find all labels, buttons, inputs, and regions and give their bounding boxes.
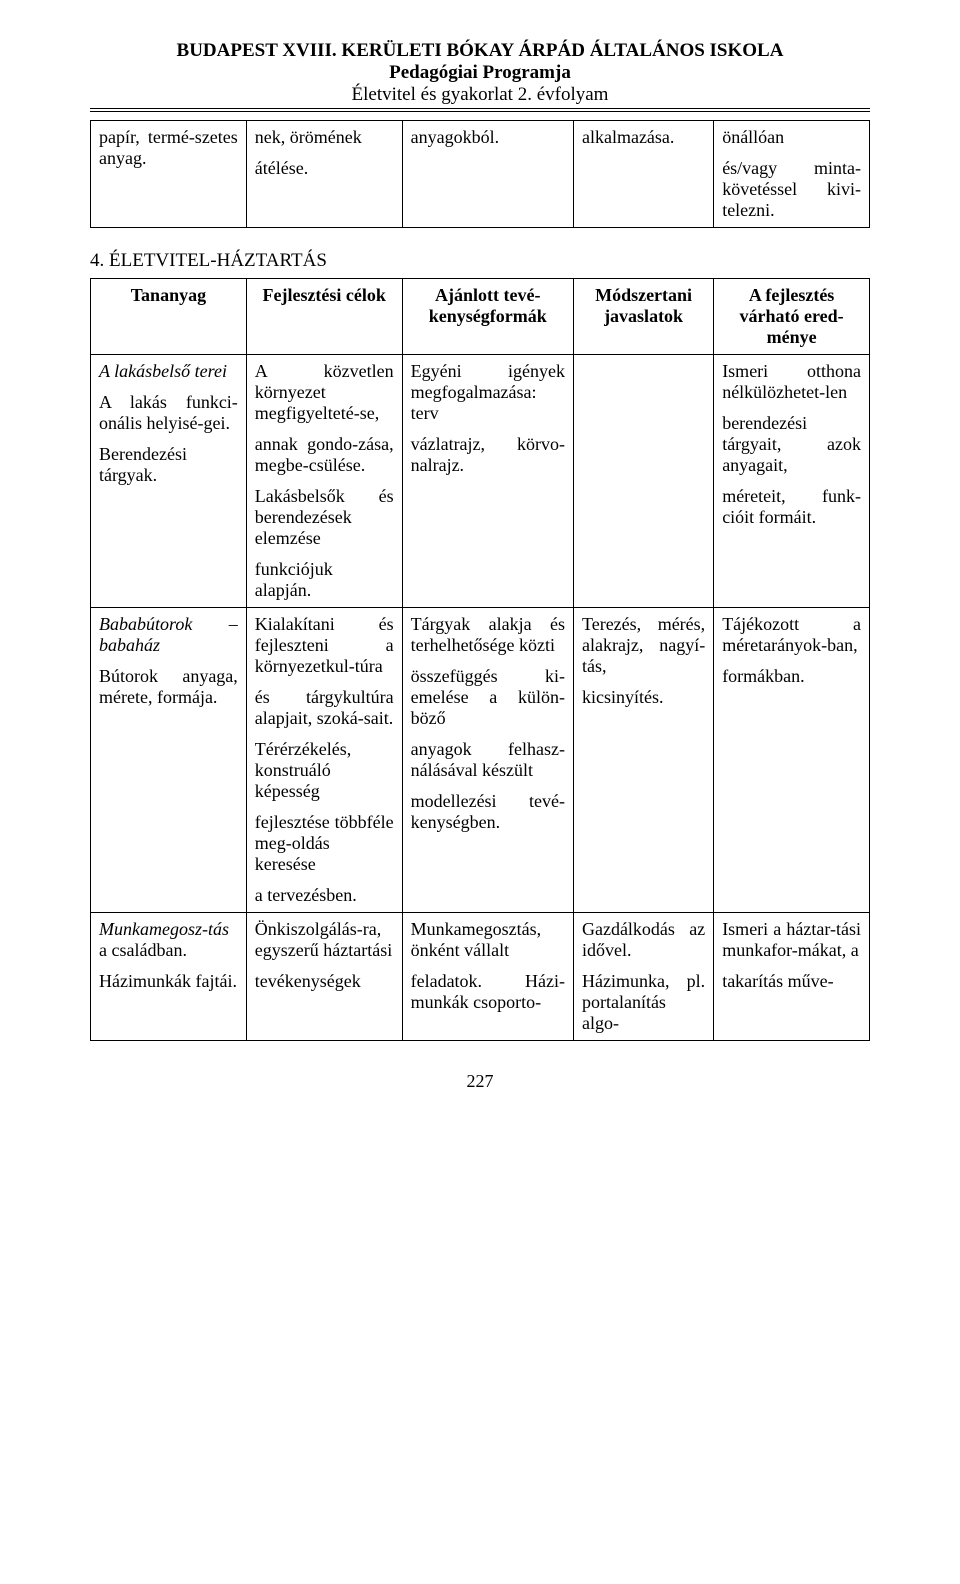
table-row: A lakásbelső terei A lakás funkci-onális…	[91, 355, 870, 608]
cell-text: modellezési tevé-kenységben.	[411, 791, 565, 833]
cell-text: Ismeri otthona nélkülözhetet-len	[722, 361, 861, 403]
cell: anyagokból.	[402, 121, 573, 228]
cell-text: Gazdálkodás az idővel.	[582, 919, 705, 961]
cell: Ismeri otthona nélkülözhetet-len berende…	[714, 355, 870, 608]
cell: A lakásbelső terei A lakás funkci-onális…	[91, 355, 247, 608]
cell-text: Tárgyak alakja és terhelhetősége közti	[411, 614, 565, 656]
cell: Önkiszolgálás-ra, egyszerű háztartási te…	[246, 913, 402, 1041]
table-row: Bababútorok – babaház Bútorok anyaga, mé…	[91, 608, 870, 913]
cell-text: átélése.	[255, 158, 394, 179]
cell-text: Tájékozott a méretarányok-ban,	[722, 614, 861, 656]
page-number: 227	[90, 1071, 870, 1092]
cell-text: fejlesztése többféle meg-oldás keresése	[255, 812, 394, 875]
cell-text: önállóan	[722, 127, 861, 148]
cell-text: A lakásbelső terei	[99, 361, 238, 382]
cell: Munkamegosz-tás a családban. Házimunkák …	[91, 913, 247, 1041]
col-header-tananyag: Tananyag	[91, 279, 247, 355]
cell-text: Térérzékelés, konstruáló képesség	[255, 739, 394, 802]
cell-text: Egyéni igények megfogalmazása: terv	[411, 361, 565, 424]
table-main: Tananyag Fejlesztési célok Ajánlott tevé…	[90, 278, 870, 1041]
cell-text: vázlatrajz, körvo-nalrajz.	[411, 434, 565, 476]
cell: nek, örömének átélése.	[246, 121, 402, 228]
page-title: BUDAPEST XVIII. KERÜLETI BÓKAY ÁRPÁD ÁLT…	[90, 40, 870, 62]
cell-text: Lakásbelsők és berendezések elemzése	[255, 486, 394, 549]
cell	[573, 355, 713, 608]
cell-text: berendezési tárgyait, azok anyagait,	[722, 413, 861, 476]
cell-text: formákban.	[722, 666, 861, 687]
header-rule-top	[90, 108, 870, 109]
cell-text: Terezés, mérés, alakrajz, nagyí-tás,	[582, 614, 705, 677]
cell-text: A lakás funkci-onális helyisé-gei.	[99, 392, 238, 434]
cell-text: Házimunkák fajtái.	[99, 971, 238, 992]
cell-text: tevékenységek	[255, 971, 394, 992]
cell-text: anyagok felhasz-nálásával készült	[411, 739, 565, 781]
cell: Bababútorok – babaház Bútorok anyaga, mé…	[91, 608, 247, 913]
cell-text: takarítás műve-	[722, 971, 861, 992]
cell: Tárgyak alakja és terhelhetősége közti ö…	[402, 608, 573, 913]
italic-text: Munkamegosz-tás	[99, 919, 229, 939]
cell-text: és/vagy minta-követéssel kivi-telezni.	[722, 158, 861, 221]
cell-text: A közvetlen környezet megfigyelteté-se,	[255, 361, 394, 424]
cell: Munkamegosztás, önként vállalt feladatok…	[402, 913, 573, 1041]
cell: alkalmazása.	[573, 121, 713, 228]
cell-text: kicsinyítés.	[582, 687, 705, 708]
header-rule-bottom	[90, 111, 870, 112]
table-row: Munkamegosz-tás a családban. Házimunkák …	[91, 913, 870, 1041]
cell-text: nek, örömének	[255, 127, 394, 148]
page-subtitle-1: Pedagógiai Programja	[90, 62, 870, 84]
cell: A közvetlen környezet megfigyelteté-se, …	[246, 355, 402, 608]
col-header-modszertani: Módszertani javaslatok	[573, 279, 713, 355]
cell: Egyéni igények megfogalmazása: terv vázl…	[402, 355, 573, 608]
cell-text: alkalmazása.	[582, 127, 705, 148]
cell-text: Önkiszolgálás-ra, egyszerű háztartási	[255, 919, 394, 961]
table-continuation: papír, termé-szetes anyag. nek, örömének…	[90, 120, 870, 228]
cell-text: összefüggés ki-emelése a külön-böző	[411, 666, 565, 729]
cell-text: Házimunka, pl. portalanítás algo-	[582, 971, 705, 1034]
page-subtitle-2: Életvitel és gyakorlat 2. évfolyam	[90, 84, 870, 106]
cell: Gazdálkodás az idővel. Házimunka, pl. po…	[573, 913, 713, 1041]
cell-text: Bababútorok – babaház	[99, 614, 238, 656]
cell-text: Munkamegosztás, önként vállalt	[411, 919, 565, 961]
cell: önállóan és/vagy minta-követéssel kivi-t…	[714, 121, 870, 228]
col-header-ajanlott: Ajánlott tevé-kenységformák	[402, 279, 573, 355]
cell: Tájékozott a méretarányok-ban, formákban…	[714, 608, 870, 913]
cell-text: anyagokból.	[411, 127, 565, 148]
cell-text: és tárgykultúra alapjait, szoká-sait.	[255, 687, 394, 729]
table-row: papír, termé-szetes anyag. nek, örömének…	[91, 121, 870, 228]
cell: Ismeri a háztar-tási munkafor-mákat, a t…	[714, 913, 870, 1041]
cell-text: funkciójuk alapján.	[255, 559, 394, 601]
cell-text: Bútorok anyaga, mérete, formája.	[99, 666, 238, 708]
section-heading: 4. ÉLETVITEL-HÁZTARTÁS	[90, 250, 870, 272]
cell-text: annak gondo-zása, megbe-csülése.	[255, 434, 394, 476]
cell: Terezés, mérés, alakrajz, nagyí-tás, kic…	[573, 608, 713, 913]
cell-text: Ismeri a háztar-tási munkafor-mákat, a	[722, 919, 861, 961]
col-header-fejlesztesi: Fejlesztési célok	[246, 279, 402, 355]
table-header-row: Tananyag Fejlesztési célok Ajánlott tevé…	[91, 279, 870, 355]
cell-text: feladatok. Házi-munkák csoporto-	[411, 971, 565, 1013]
cell-text: Berendezési tárgyak.	[99, 444, 238, 486]
cell-text: Munkamegosz-tás a családban.	[99, 919, 238, 961]
col-header-fejlesztes-varhato: A fejlesztés várható ered-ménye	[714, 279, 870, 355]
cell-text: papír, termé-szetes anyag.	[99, 127, 238, 169]
text: a családban.	[99, 940, 187, 960]
cell-text: Kialakítani és fejleszteni a környezetku…	[255, 614, 394, 677]
cell-text: méreteit, funk-cióit formáit.	[722, 486, 861, 528]
cell-text: a tervezésben.	[255, 885, 394, 906]
cell: Kialakítani és fejleszteni a környezetku…	[246, 608, 402, 913]
cell: papír, termé-szetes anyag.	[91, 121, 247, 228]
